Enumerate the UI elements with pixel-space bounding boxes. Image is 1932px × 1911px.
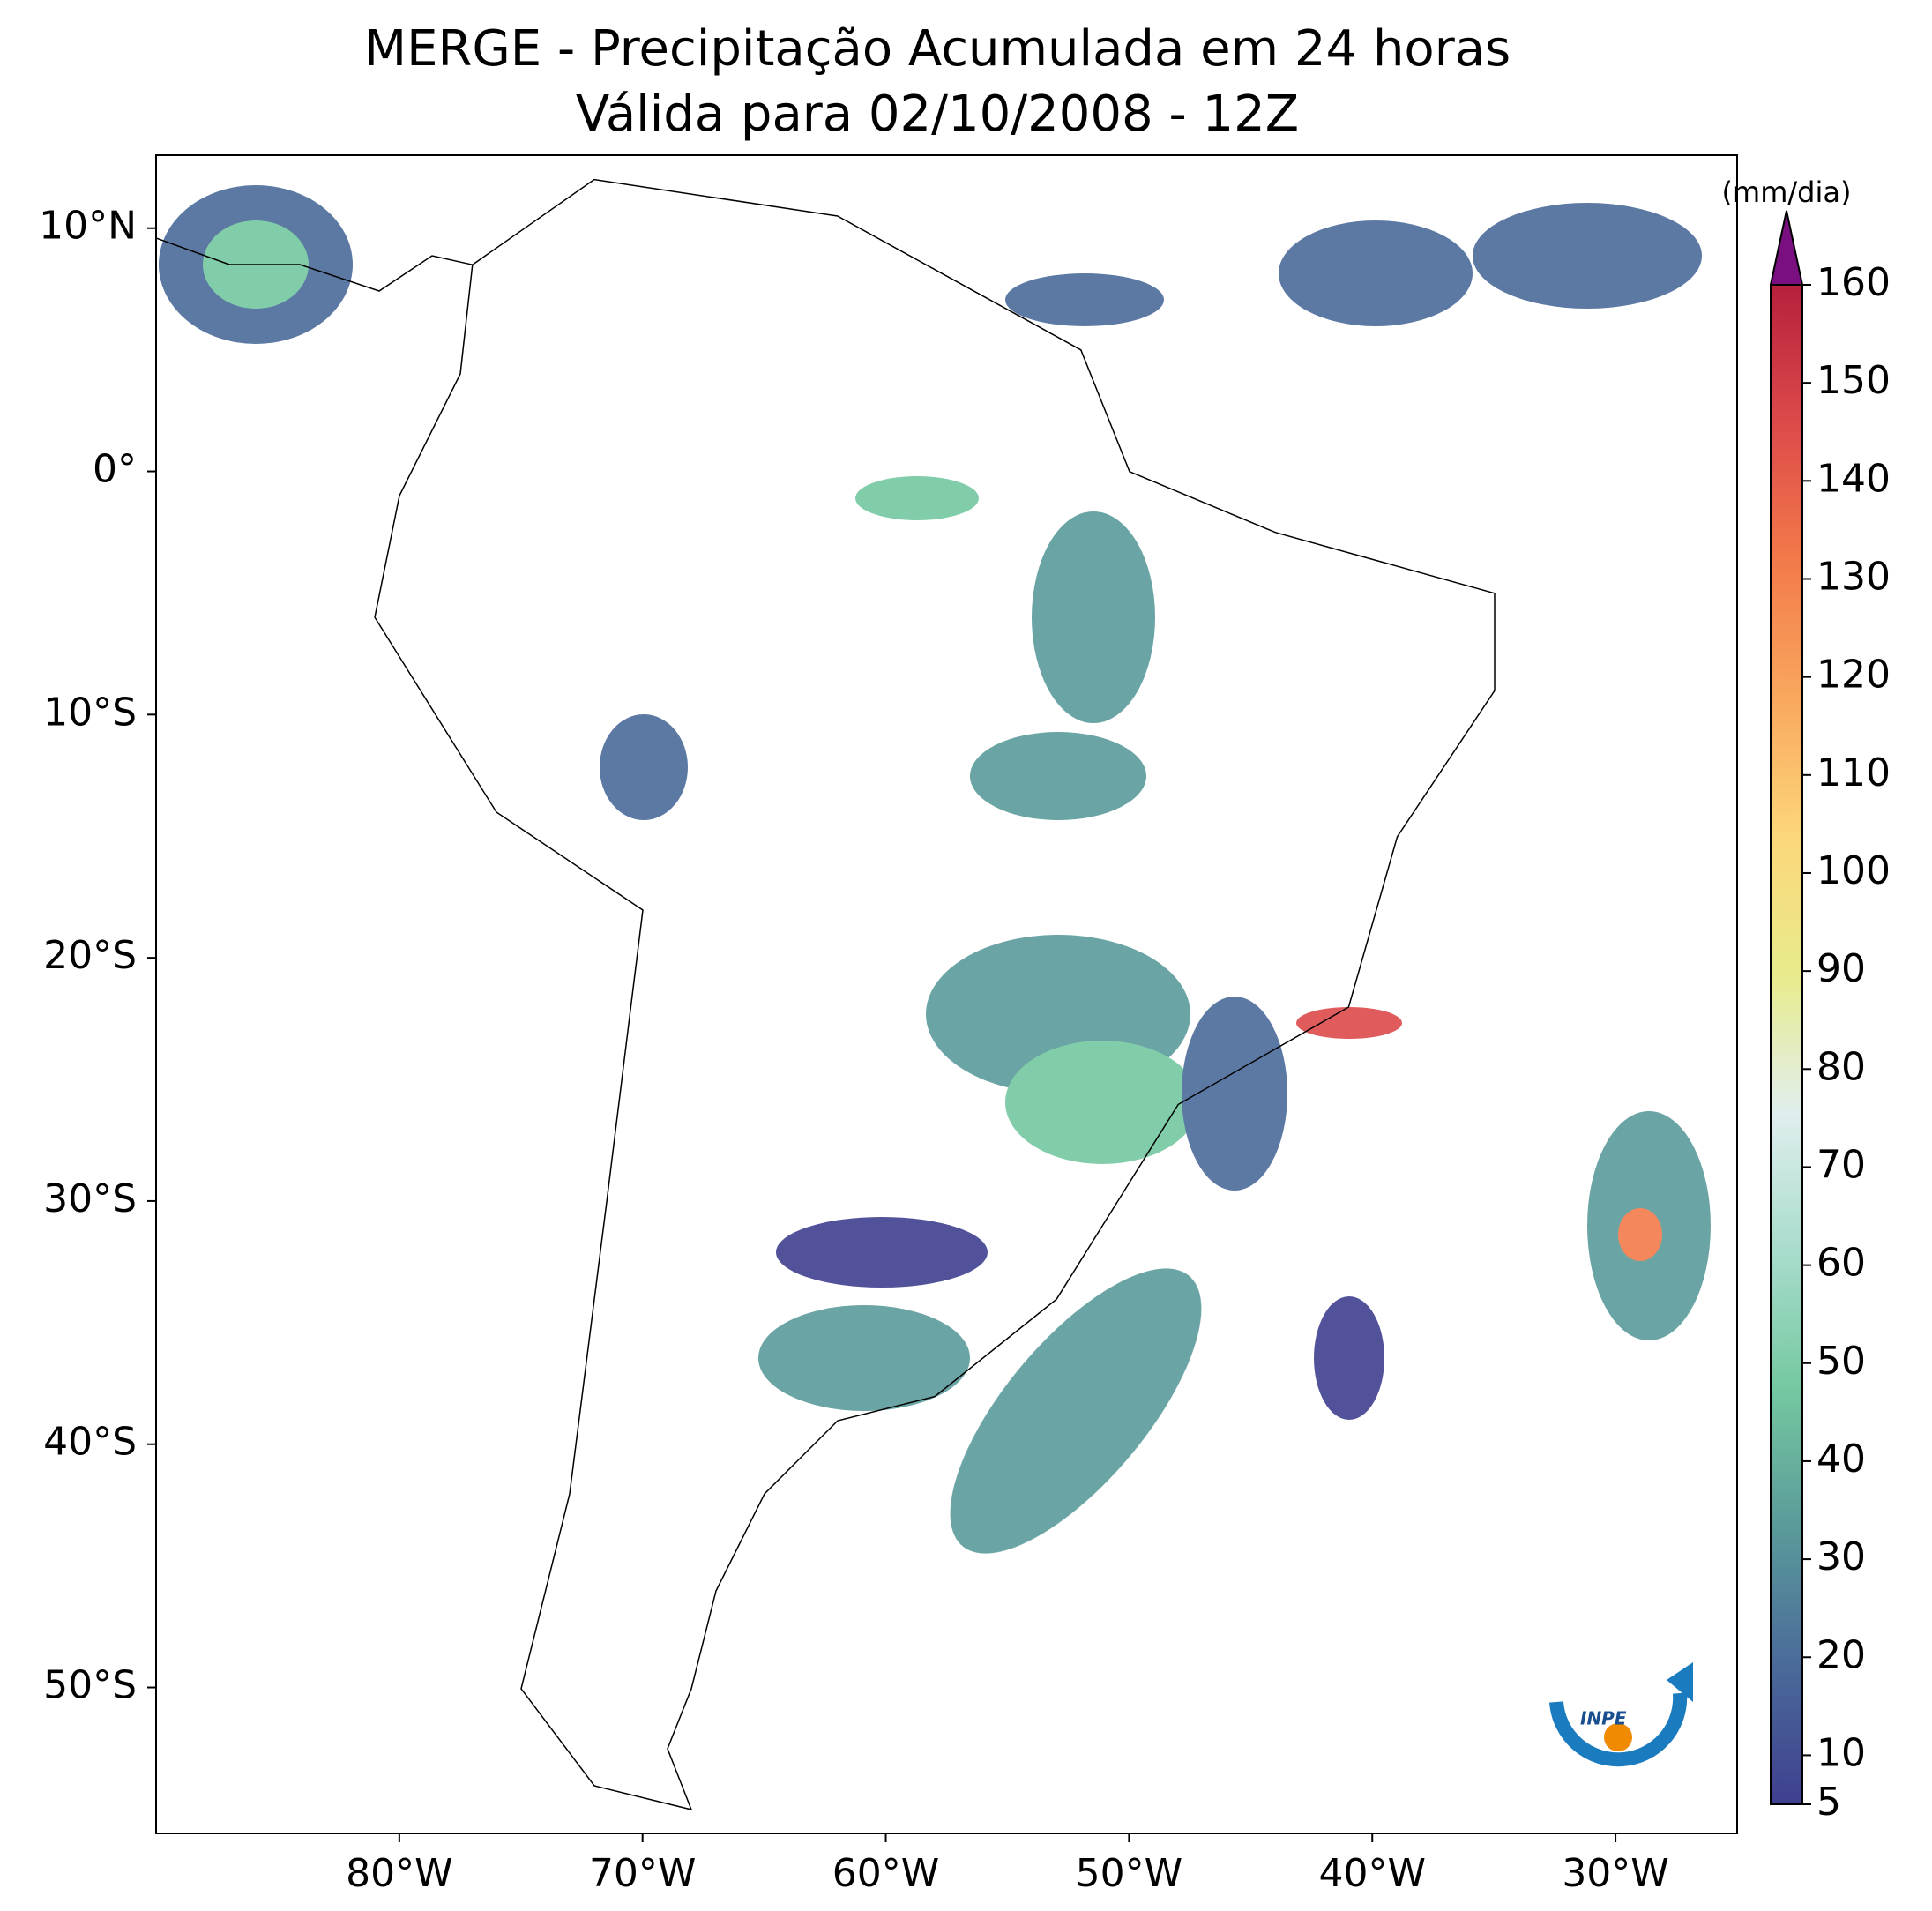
colorbar-tick-label: 90 [1816,946,1866,991]
colorbar-tick-label: 160 [1816,260,1891,305]
colorbar-tick-label: 50 [1816,1339,1866,1384]
x-tick-label: 50°W [1076,1851,1183,1896]
y-tick-label: 40°S [43,1420,137,1465]
map-frame [155,154,1738,1834]
coastline [374,178,1496,1811]
x-tick-label: 70°W [589,1851,697,1896]
logo-text: INPE [1580,1708,1627,1729]
colorbar-tick-label: 110 [1816,750,1891,795]
y-tick-label: 20°S [43,933,137,978]
y-tick-label: 10°S [43,690,137,735]
y-tick-label: 0° [93,447,137,492]
x-tick-label: 80°W [346,1851,453,1896]
title: MERGE - Precipitação Acumulada em 24 hor… [364,20,1511,78]
colorbar-tick-label: 140 [1816,456,1891,501]
y-tick-label: 10°N [39,204,137,249]
colorbar-tick-label: 20 [1816,1632,1866,1677]
y-tick-label: 30°S [43,1176,137,1221]
logo: INPE [1549,1662,1693,1767]
colorbar-tick-label: 40 [1816,1437,1866,1482]
y-tick-label: 50°S [43,1663,137,1708]
colorbar [1770,284,1803,1805]
colorbar-tick-label: 5 [1816,1780,1841,1825]
x-tick-label: 40°W [1318,1851,1426,1896]
colorbar-tick-label: 80 [1816,1044,1866,1089]
coastline-central-america [156,237,473,292]
colorbar-tick-label: 100 [1816,848,1891,893]
subtitle: Válida para 02/10/2008 - 12Z [576,86,1299,143]
colorbar-tick-label: 70 [1816,1142,1866,1187]
x-tick-label: 30°W [1562,1851,1669,1896]
x-tick-label: 60°W [832,1851,940,1896]
colorbar-tick-label: 60 [1816,1241,1866,1286]
colorbar-tick-label: 150 [1816,358,1891,403]
colorbar-extend [1769,210,1804,286]
colorbar-tick-label: 30 [1816,1534,1866,1579]
colorbar-tick-label: 120 [1816,653,1891,698]
map-area [156,178,1711,1811]
colorbar-tick-label: 10 [1816,1730,1866,1775]
colorbar-label: (mm/dia) [1722,175,1852,209]
precipitation [159,185,1711,1554]
colorbar-tick-label: 130 [1816,554,1891,599]
